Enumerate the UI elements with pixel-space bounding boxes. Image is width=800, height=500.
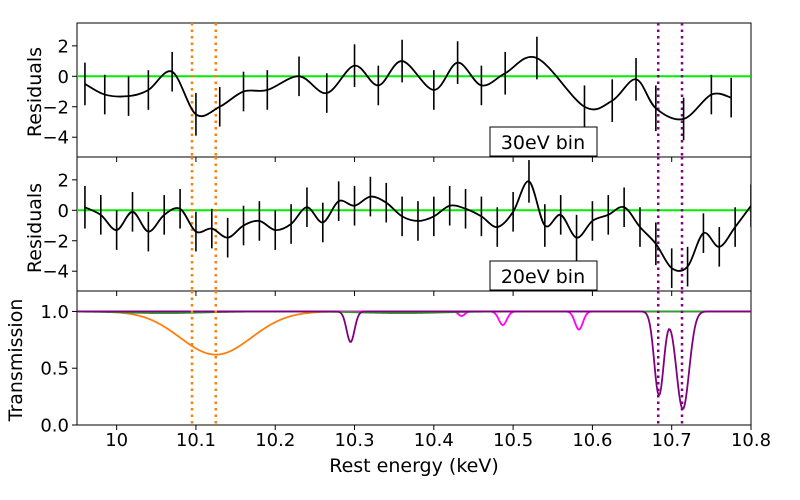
y-tick-label: −4 <box>42 128 69 149</box>
model-curve <box>84 55 732 121</box>
panel-frame <box>76 290 752 426</box>
model-curve <box>84 180 751 272</box>
y-tick-label: 0.5 <box>40 359 69 380</box>
y-tick-label: −2 <box>42 231 69 252</box>
y-tick-label: 0.0 <box>40 416 69 437</box>
x-tick-label: 10.1 <box>176 430 216 451</box>
x-tick-label: 10.6 <box>572 430 612 451</box>
x-tick-label: 10.5 <box>493 430 533 451</box>
residuals-30ev-panel: 2 0 −2 −4 Residuals 30eV bin <box>24 22 752 162</box>
residuals-20ev-panel: 2 0 −2 −4 Residuals 20eV bin <box>24 156 752 296</box>
bin-label: 30eV bin <box>501 132 585 154</box>
data-points <box>84 36 732 141</box>
x-tick-label: 10.8 <box>731 430 771 451</box>
x-axis-label: Rest energy (keV) <box>329 455 499 477</box>
transmission-curve-orange <box>77 310 751 356</box>
y-axis-label: Transmission <box>5 299 27 423</box>
y-tick-label: 2 <box>58 36 69 57</box>
x-axis: 10 10.1 10.2 10.3 10.4 10.5 10.6 10.7 10.8 <box>105 430 771 451</box>
y-axis-label: Residuals <box>24 183 46 273</box>
y-ticks: 1.0 0.5 0.0 <box>40 302 752 437</box>
x-tick-label: 10.2 <box>255 430 295 451</box>
bin-label-frame <box>489 260 598 291</box>
y-tick-label: 2 <box>58 170 69 191</box>
y-tick-label: −2 <box>42 97 69 118</box>
y-axis-label: Residuals <box>24 47 46 137</box>
y-tick-label: 0 <box>58 201 69 222</box>
line-markers <box>190 23 684 157</box>
transmission-panel: 1.0 0.5 0.0 Transmission <box>5 290 752 437</box>
panel-frame <box>76 156 752 292</box>
transmission-curve-purple <box>77 310 751 411</box>
y-ticks: 2 0 −2 −4 <box>42 170 752 296</box>
x-tick-label: 10.3 <box>334 430 374 451</box>
line-markers <box>190 157 684 291</box>
x-tick-label: 10.4 <box>414 430 454 451</box>
transmission-curves <box>77 310 751 411</box>
y-tick-label: −4 <box>42 262 69 283</box>
bin-label-box: 20eV bin <box>489 260 598 291</box>
bin-label: 20eV bin <box>501 266 585 288</box>
y-tick-label: 1.0 <box>40 302 69 323</box>
residual-curve <box>84 55 732 121</box>
line-markers <box>190 291 684 425</box>
y-ticks: 2 0 −2 −4 <box>42 36 752 162</box>
y-tick-label: 0 <box>58 67 69 88</box>
data-points <box>84 160 751 288</box>
panel-frame <box>76 22 752 158</box>
x-tick-label: 10 <box>105 430 128 451</box>
bin-label-box: 30eV bin <box>489 126 598 157</box>
bin-label-frame <box>489 126 598 157</box>
x-tick-label: 10.7 <box>652 430 692 451</box>
residual-curve <box>84 180 751 272</box>
